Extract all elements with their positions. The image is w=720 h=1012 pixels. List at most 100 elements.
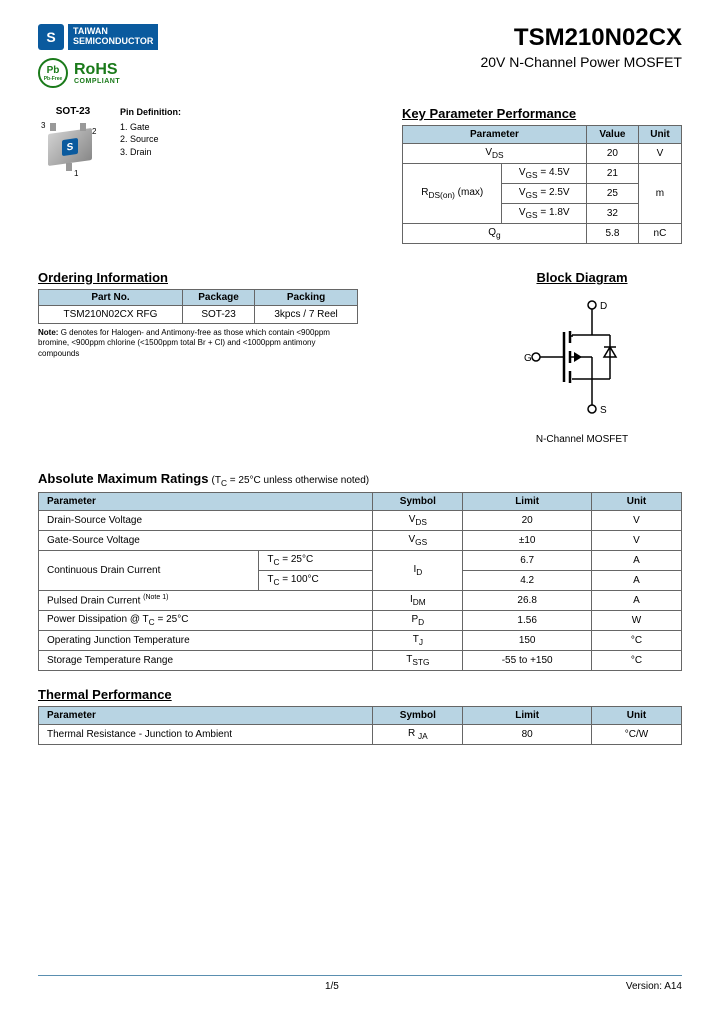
th: Limit [463,707,592,725]
cell: VGS [373,531,463,551]
cell: Power Dissipation @ TC = 25°C [39,611,373,631]
cell: VGS = 1.8V [502,204,587,224]
part-number: TSM210N02CX [480,24,682,52]
cell: A [591,591,681,611]
cell: nC [638,224,681,244]
package-image-block: SOT-23 S 3 2 1 [38,106,108,244]
cell: 3kpcs / 7 Reel [255,306,358,324]
cell: TJ [373,631,463,651]
cell: Drain-Source Voltage [39,511,373,531]
note-text: G denotes for Halogen- and Antimony-free… [38,328,330,358]
cell: W [591,611,681,631]
datasheet-page: S TAIWANSEMICONDUCTOR Pb Pb-Free RoHS CO… [0,0,720,1012]
rohs-sub: COMPLIANT [74,78,120,85]
cell: RDS(on) (max) [403,164,502,224]
thermal-performance: Thermal Performance Parameter Symbol Lim… [38,687,682,745]
cell: A [591,571,681,591]
ratings-table: Parameter Symbol Limit Unit Drain-Source… [38,492,682,671]
logo-area: S TAIWANSEMICONDUCTOR Pb Pb-Free RoHS CO… [38,24,158,88]
cell: 80 [463,725,592,745]
th: Parameter [39,493,373,511]
company-name: TAIWANSEMICONDUCTOR [68,24,158,50]
pbfree-badge-icon: Pb Pb-Free [38,58,68,88]
thermal-table: Parameter Symbol Limit Unit Thermal Resi… [38,706,682,745]
cell: -55 to +150 [463,651,592,671]
pin-definitions: Pin Definition: 1. Gate 2. Source 3. Dra… [120,106,181,244]
cell: TSM210N02CX RFG [39,306,183,324]
cell: R JA [373,725,463,745]
company-logo: S TAIWANSEMICONDUCTOR [38,24,158,50]
ordering-title: Ordering Information [38,270,358,285]
th: Packing [255,290,358,306]
header-row: S TAIWANSEMICONDUCTOR Pb Pb-Free RoHS CO… [38,24,682,88]
page-number: 1/5 [325,981,339,992]
title-area: TSM210N02CX 20V N-Channel Power MOSFET [480,24,682,88]
version: Version: A14 [626,981,682,992]
pin-3: 3. Drain [120,146,181,159]
th: Part No. [39,290,183,306]
cell: °C/W [591,725,681,745]
certifications: Pb Pb-Free RoHS COMPLIANT [38,58,158,88]
cell: 21 [586,164,638,184]
pb-text: Pb [47,65,60,76]
th: Symbol [373,493,463,511]
block-title: Block Diagram [482,270,682,285]
key-params-table: Parameter Value Unit VDS20V RDS(on) (max… [402,125,682,244]
package-label: SOT-23 [38,106,108,117]
pb-sub: Pb-Free [44,76,63,82]
label-s: S [600,405,607,416]
abs-max-ratings: Absolute Maximum Ratings (TC = 25°C unle… [38,471,682,671]
label-d: D [600,301,607,312]
ratings-title: Absolute Maximum Ratings [38,471,208,486]
cell: IDM [373,591,463,611]
cell: 150 [463,631,592,651]
cell: 25 [586,184,638,204]
cell: VDS [403,144,587,164]
th: Parameter [39,707,373,725]
cell: V [638,144,681,164]
th: Limit [463,493,592,511]
cell: Storage Temperature Range [39,651,373,671]
th: Symbol [373,707,463,725]
cell: 1.56 [463,611,592,631]
th-unit: Unit [638,126,681,144]
cell: VDS [373,511,463,531]
cell: Gate-Source Voltage [39,531,373,551]
ordering-table: Part No. Package Packing TSM210N02CX RFG… [38,289,358,324]
cell: Operating Junction Temperature [39,631,373,651]
cell: TSTG [373,651,463,671]
cell: VGS = 4.5V [502,164,587,184]
ordering-note: Note: G denotes for Halogen- and Antimon… [38,328,358,359]
th-param: Parameter [403,126,587,144]
ordering-section: Ordering Information Part No. Package Pa… [38,270,682,445]
cell: PD [373,611,463,631]
cell: Qg [403,224,587,244]
cell: TC = 100°C [259,571,373,591]
cell: TC = 25°C [259,551,373,571]
th: Package [182,290,254,306]
thermal-title: Thermal Performance [38,687,682,702]
cell: ±10 [463,531,592,551]
pin-2: 2. Source [120,133,181,146]
label-g: G [524,353,532,364]
cell: SOT-23 [182,306,254,324]
subtitle: 20V N-Channel Power MOSFET [480,54,682,70]
mid-section: SOT-23 S 3 2 1 Pin Definition: 1. Gate 2… [38,106,682,244]
cell: Continuous Drain Current [39,551,259,591]
cell: 6.7 [463,551,592,571]
ratings-cond: (TC = 25°C unless otherwise noted) [212,475,370,486]
cell: 26.8 [463,591,592,611]
package-icon: S 3 2 1 [38,121,108,177]
cell: 20 [586,144,638,164]
key-parameters: Key Parameter Performance Parameter Valu… [402,106,682,244]
rohs-badge-icon: RoHS COMPLIANT [74,62,120,85]
cell: 32 [586,204,638,224]
cell: °C [591,651,681,671]
cell: 5.8 [586,224,638,244]
pin-title: Pin Definition: [120,106,181,119]
block-diagram: Block Diagram D S G N-Channe [482,270,682,445]
diagram-caption: N-Channel MOSFET [482,434,682,445]
cell: °C [591,631,681,651]
cell: 20 [463,511,592,531]
cell: VGS = 2.5V [502,184,587,204]
